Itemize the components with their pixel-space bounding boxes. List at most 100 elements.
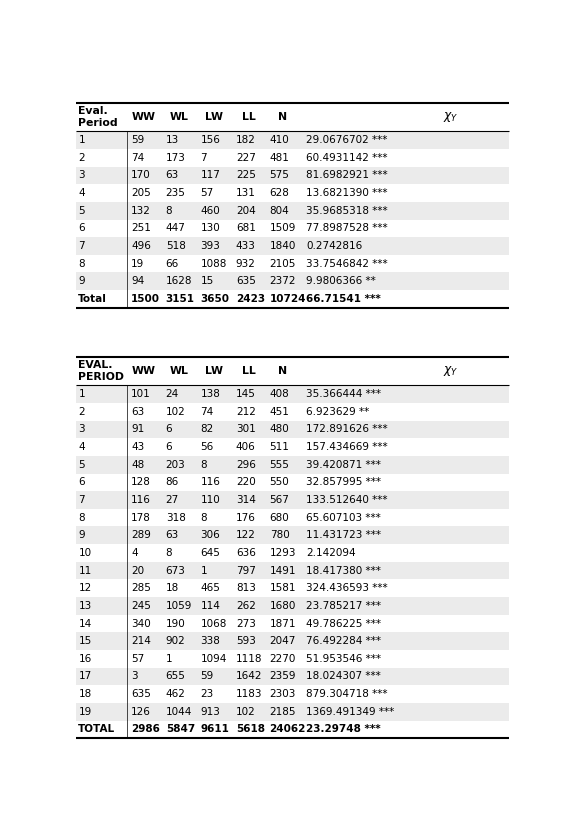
Text: 1: 1 [78, 135, 85, 145]
Text: 4: 4 [131, 548, 138, 558]
Text: 2: 2 [78, 152, 85, 162]
Text: 13: 13 [78, 601, 92, 611]
Text: 410: 410 [270, 135, 290, 145]
Text: 170: 170 [131, 171, 151, 181]
Text: 340: 340 [131, 619, 151, 629]
Text: 59: 59 [200, 671, 214, 681]
Text: 212: 212 [236, 407, 256, 416]
Text: 204: 204 [236, 206, 255, 216]
Text: 593: 593 [236, 636, 256, 646]
Text: 6: 6 [78, 223, 85, 233]
Text: 77.8987528 ***: 77.8987528 *** [306, 223, 388, 233]
Text: 17: 17 [78, 671, 92, 681]
Bar [76, 474, 508, 491]
Text: 145: 145 [236, 389, 256, 399]
Text: 5: 5 [78, 460, 85, 470]
Text: 301: 301 [236, 425, 255, 435]
Bar [76, 721, 508, 738]
Text: 66: 66 [166, 259, 179, 269]
Text: 550: 550 [270, 477, 290, 487]
Text: 673: 673 [166, 566, 186, 576]
Text: LL: LL [242, 112, 255, 122]
Text: 3: 3 [78, 171, 85, 181]
Text: 116: 116 [200, 477, 220, 487]
Text: 1118: 1118 [236, 654, 262, 664]
Text: 91: 91 [131, 425, 144, 435]
Bar [76, 237, 508, 255]
Text: 780: 780 [270, 531, 290, 541]
Text: 1094: 1094 [200, 654, 227, 664]
Bar [76, 615, 508, 632]
Text: 5618: 5618 [236, 725, 265, 735]
Text: 1059: 1059 [166, 601, 192, 611]
Text: 932: 932 [236, 259, 256, 269]
Text: 13: 13 [166, 135, 179, 145]
Bar [76, 421, 508, 438]
Text: 182: 182 [236, 135, 256, 145]
Text: WW: WW [132, 367, 156, 377]
Text: 19: 19 [78, 706, 92, 716]
Text: 4: 4 [78, 442, 85, 452]
Text: 447: 447 [166, 223, 186, 233]
Text: 4: 4 [78, 188, 85, 198]
Text: 57: 57 [200, 188, 214, 198]
Text: 1293: 1293 [270, 548, 296, 558]
Text: 176: 176 [236, 512, 256, 522]
Text: 1581: 1581 [270, 583, 296, 593]
Text: 8: 8 [78, 512, 85, 522]
Text: 496: 496 [131, 241, 151, 251]
Bar [76, 220, 508, 237]
Text: 33.7546842 ***: 33.7546842 *** [306, 259, 388, 269]
Text: 2270: 2270 [270, 654, 296, 664]
Text: 2303: 2303 [270, 689, 296, 699]
Text: 1840: 1840 [270, 241, 296, 251]
Text: 8: 8 [166, 548, 172, 558]
Text: 451: 451 [270, 407, 290, 416]
Text: 122: 122 [236, 531, 256, 541]
Text: 393: 393 [200, 241, 220, 251]
Bar [76, 491, 508, 509]
Text: 15: 15 [200, 277, 214, 287]
Bar [76, 597, 508, 615]
Text: 338: 338 [200, 636, 220, 646]
Text: 245: 245 [131, 601, 151, 611]
Bar [76, 667, 508, 686]
Text: 81.6982921 ***: 81.6982921 *** [306, 171, 388, 181]
Text: 7: 7 [78, 241, 85, 251]
Text: 3650: 3650 [200, 294, 229, 304]
Text: 262: 262 [236, 601, 256, 611]
Text: 131: 131 [236, 188, 256, 198]
Text: N: N [279, 112, 288, 122]
Bar [76, 703, 508, 721]
Bar [76, 580, 508, 597]
Text: 406: 406 [236, 442, 255, 452]
Text: 680: 680 [270, 512, 290, 522]
Bar [76, 202, 508, 220]
Text: 94: 94 [131, 277, 144, 287]
Text: 66.71541 ***: 66.71541 *** [306, 294, 381, 304]
Text: WW: WW [132, 112, 156, 122]
Text: TOTAL: TOTAL [78, 725, 116, 735]
Text: PERIOD: PERIOD [78, 372, 124, 382]
Text: LW: LW [205, 112, 223, 122]
Bar [76, 686, 508, 703]
Text: 902: 902 [166, 636, 185, 646]
Text: 15: 15 [78, 636, 92, 646]
Text: 6: 6 [78, 477, 85, 487]
Text: 5: 5 [78, 206, 85, 216]
Text: LL: LL [242, 367, 255, 377]
Bar [76, 149, 508, 167]
Text: 1: 1 [200, 566, 207, 576]
Text: 2372: 2372 [270, 277, 296, 287]
Text: 480: 480 [270, 425, 290, 435]
Text: 51.953546 ***: 51.953546 *** [306, 654, 381, 664]
Bar [76, 526, 508, 544]
Text: 86: 86 [166, 477, 179, 487]
Text: 101: 101 [131, 389, 151, 399]
Text: 2105: 2105 [270, 259, 296, 269]
Text: 628: 628 [270, 188, 290, 198]
Text: 102: 102 [236, 706, 255, 716]
Text: 9: 9 [78, 531, 85, 541]
Text: 1183: 1183 [236, 689, 262, 699]
Text: 117: 117 [200, 171, 220, 181]
